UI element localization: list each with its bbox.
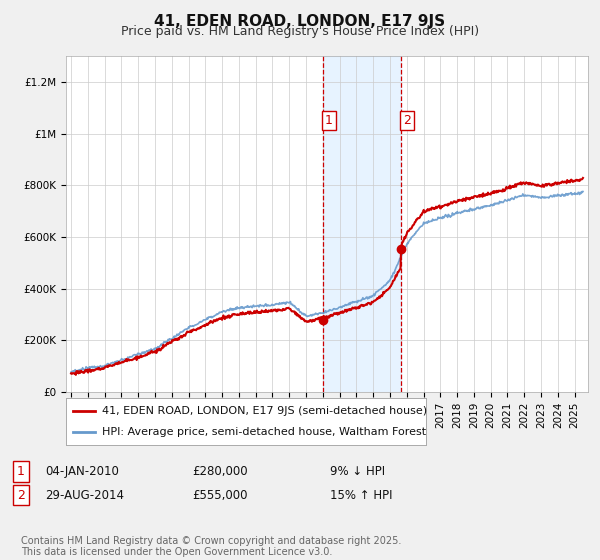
Text: 04-JAN-2010: 04-JAN-2010 <box>45 465 119 478</box>
Text: 15% ↑ HPI: 15% ↑ HPI <box>330 488 392 502</box>
Text: Price paid vs. HM Land Registry's House Price Index (HPI): Price paid vs. HM Land Registry's House … <box>121 25 479 38</box>
Text: £555,000: £555,000 <box>192 488 248 502</box>
Text: 9% ↓ HPI: 9% ↓ HPI <box>330 465 385 478</box>
Text: 2: 2 <box>403 114 410 127</box>
Text: 2: 2 <box>17 488 25 502</box>
Text: HPI: Average price, semi-detached house, Waltham Forest: HPI: Average price, semi-detached house,… <box>102 427 426 437</box>
Text: £280,000: £280,000 <box>192 465 248 478</box>
Text: 29-AUG-2014: 29-AUG-2014 <box>45 488 124 502</box>
Text: Contains HM Land Registry data © Crown copyright and database right 2025.
This d: Contains HM Land Registry data © Crown c… <box>21 535 401 557</box>
Text: 41, EDEN ROAD, LONDON, E17 9JS: 41, EDEN ROAD, LONDON, E17 9JS <box>154 14 446 29</box>
Text: 1: 1 <box>325 114 333 127</box>
Text: 1: 1 <box>17 465 25 478</box>
Text: 41, EDEN ROAD, LONDON, E17 9JS (semi-detached house): 41, EDEN ROAD, LONDON, E17 9JS (semi-det… <box>102 406 427 416</box>
Bar <box>323 56 401 392</box>
